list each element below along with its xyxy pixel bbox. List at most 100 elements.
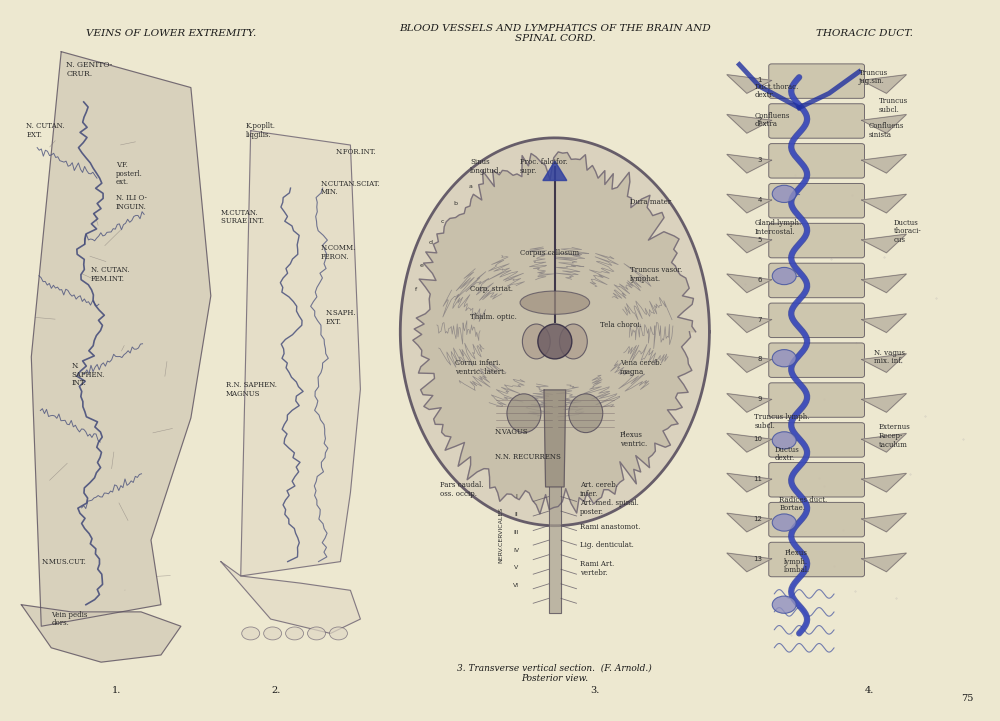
Polygon shape bbox=[861, 394, 906, 412]
Polygon shape bbox=[861, 354, 906, 372]
Text: Corpus callosum: Corpus callosum bbox=[520, 249, 579, 257]
Text: Proc. falcifor.
supr.: Proc. falcifor. supr. bbox=[520, 159, 568, 175]
Text: Ductus
thoraci-
cus: Ductus thoraci- cus bbox=[894, 218, 922, 244]
Text: a: a bbox=[469, 185, 473, 190]
Text: Rami Art.
vertebr.: Rami Art. vertebr. bbox=[580, 560, 614, 577]
Polygon shape bbox=[727, 394, 772, 412]
Text: III: III bbox=[513, 530, 519, 535]
FancyBboxPatch shape bbox=[769, 104, 864, 138]
Text: R.N. SAPHEN.
MAGNUS: R.N. SAPHEN. MAGNUS bbox=[226, 381, 277, 397]
Text: Confluens
sinista: Confluens sinista bbox=[869, 123, 904, 139]
Ellipse shape bbox=[522, 324, 550, 359]
Polygon shape bbox=[861, 234, 906, 253]
Text: N. vagus
mix. inf.: N. vagus mix. inf. bbox=[874, 349, 905, 366]
Text: Corp. striat.: Corp. striat. bbox=[470, 285, 513, 293]
FancyBboxPatch shape bbox=[769, 224, 864, 258]
Text: Art. med. spinal.
poster.: Art. med. spinal. poster. bbox=[580, 500, 639, 516]
Text: 1: 1 bbox=[757, 77, 762, 84]
Text: 4: 4 bbox=[757, 197, 762, 203]
Text: N. CUTAN.
FEM.INT.: N. CUTAN. FEM.INT. bbox=[91, 266, 130, 283]
Text: 3.: 3. bbox=[590, 686, 599, 695]
Polygon shape bbox=[727, 473, 772, 492]
Text: Dura mater: Dura mater bbox=[630, 198, 671, 206]
Text: Truncus
jug.sin.: Truncus jug.sin. bbox=[859, 68, 888, 85]
Text: Truncus vasor.
lymphat.: Truncus vasor. lymphat. bbox=[630, 266, 682, 283]
Polygon shape bbox=[727, 154, 772, 173]
Text: 2: 2 bbox=[757, 118, 762, 123]
Text: f: f bbox=[415, 288, 417, 293]
Text: N.SAPH.
EXT.: N.SAPH. EXT. bbox=[325, 309, 356, 326]
Polygon shape bbox=[861, 314, 906, 332]
Text: 3: 3 bbox=[757, 157, 762, 163]
Polygon shape bbox=[400, 138, 709, 526]
Circle shape bbox=[772, 350, 796, 367]
Polygon shape bbox=[861, 553, 906, 572]
Text: Lig. denticulat.: Lig. denticulat. bbox=[580, 541, 634, 549]
Circle shape bbox=[308, 627, 325, 640]
Text: b: b bbox=[453, 200, 457, 205]
Text: Truncus lymph.
subcl.: Truncus lymph. subcl. bbox=[754, 413, 810, 430]
Text: 8: 8 bbox=[757, 356, 762, 363]
Text: Plexus
ventric.: Plexus ventric. bbox=[620, 431, 647, 448]
Text: K.popllt.
liqgilis.: K.popllt. liqgilis. bbox=[246, 123, 276, 139]
Text: N.COMM.
PERON.: N.COMM. PERON. bbox=[320, 244, 356, 261]
Text: 13: 13 bbox=[753, 556, 762, 562]
Text: N.VAGUS: N.VAGUS bbox=[495, 428, 529, 436]
Text: Confluens
dextra: Confluens dextra bbox=[754, 112, 790, 128]
Text: Plexus
lymph.
lombal.: Plexus lymph. lombal. bbox=[784, 549, 810, 574]
Text: Thalm. optic.: Thalm. optic. bbox=[470, 314, 517, 322]
Circle shape bbox=[329, 627, 347, 640]
Polygon shape bbox=[543, 161, 567, 180]
Text: THORACIC DUCT.: THORACIC DUCT. bbox=[816, 30, 912, 38]
Text: Cornu inferi.
ventric. latert.: Cornu inferi. ventric. latert. bbox=[455, 359, 506, 376]
Text: Sinus
longitud.: Sinus longitud. bbox=[470, 159, 502, 175]
Circle shape bbox=[772, 267, 796, 285]
Polygon shape bbox=[727, 274, 772, 293]
Text: N.FOR.INT.: N.FOR.INT. bbox=[335, 149, 376, 156]
Circle shape bbox=[772, 432, 796, 449]
Text: BLOOD VESSELS AND LYMPHATICS OF THE BRAIN AND
SPINAL CORD.: BLOOD VESSELS AND LYMPHATICS OF THE BRAI… bbox=[399, 24, 711, 43]
Text: Vena cereb.
magna: Vena cereb. magna bbox=[620, 359, 662, 376]
Circle shape bbox=[242, 627, 260, 640]
FancyBboxPatch shape bbox=[769, 463, 864, 497]
Polygon shape bbox=[727, 553, 772, 572]
Polygon shape bbox=[727, 433, 772, 452]
Text: 3. Transverse vertical section.  (F. Arnold.)
Posterior view.: 3. Transverse vertical section. (F. Arno… bbox=[457, 663, 652, 683]
Text: 11: 11 bbox=[753, 476, 762, 482]
Polygon shape bbox=[727, 354, 772, 372]
Text: c: c bbox=[440, 219, 444, 224]
Text: VEINS OF LOWER EXTREMITY.: VEINS OF LOWER EXTREMITY. bbox=[86, 30, 256, 38]
Text: I: I bbox=[515, 494, 517, 499]
Text: VI: VI bbox=[513, 583, 519, 588]
FancyBboxPatch shape bbox=[769, 64, 864, 98]
Circle shape bbox=[286, 627, 304, 640]
FancyBboxPatch shape bbox=[769, 343, 864, 377]
Polygon shape bbox=[861, 433, 906, 452]
Text: Externus
Recep-
taculum: Externus Recep- taculum bbox=[879, 423, 911, 448]
Text: NERV.CERVICALES: NERV.CERVICALES bbox=[498, 508, 503, 563]
Circle shape bbox=[772, 596, 796, 614]
Polygon shape bbox=[727, 75, 772, 93]
Polygon shape bbox=[727, 314, 772, 332]
Polygon shape bbox=[727, 194, 772, 213]
Ellipse shape bbox=[520, 291, 590, 314]
Text: 2.: 2. bbox=[271, 686, 280, 695]
Circle shape bbox=[264, 627, 282, 640]
Polygon shape bbox=[727, 513, 772, 532]
FancyBboxPatch shape bbox=[769, 542, 864, 577]
FancyBboxPatch shape bbox=[769, 383, 864, 417]
FancyBboxPatch shape bbox=[769, 143, 864, 178]
Text: Art. cereb.
infer.: Art. cereb. infer. bbox=[580, 482, 618, 498]
Polygon shape bbox=[861, 115, 906, 133]
FancyBboxPatch shape bbox=[769, 303, 864, 337]
Polygon shape bbox=[861, 274, 906, 293]
FancyBboxPatch shape bbox=[769, 183, 864, 218]
Text: N.N. RECURRENS: N.N. RECURRENS bbox=[495, 454, 561, 461]
Text: V: V bbox=[514, 565, 518, 570]
Polygon shape bbox=[413, 152, 696, 514]
Text: 75: 75 bbox=[961, 694, 974, 702]
Polygon shape bbox=[727, 234, 772, 253]
Text: 9: 9 bbox=[757, 397, 762, 402]
Polygon shape bbox=[21, 605, 181, 662]
Text: V.F.
posterl.
ext.: V.F. posterl. ext. bbox=[116, 162, 143, 186]
